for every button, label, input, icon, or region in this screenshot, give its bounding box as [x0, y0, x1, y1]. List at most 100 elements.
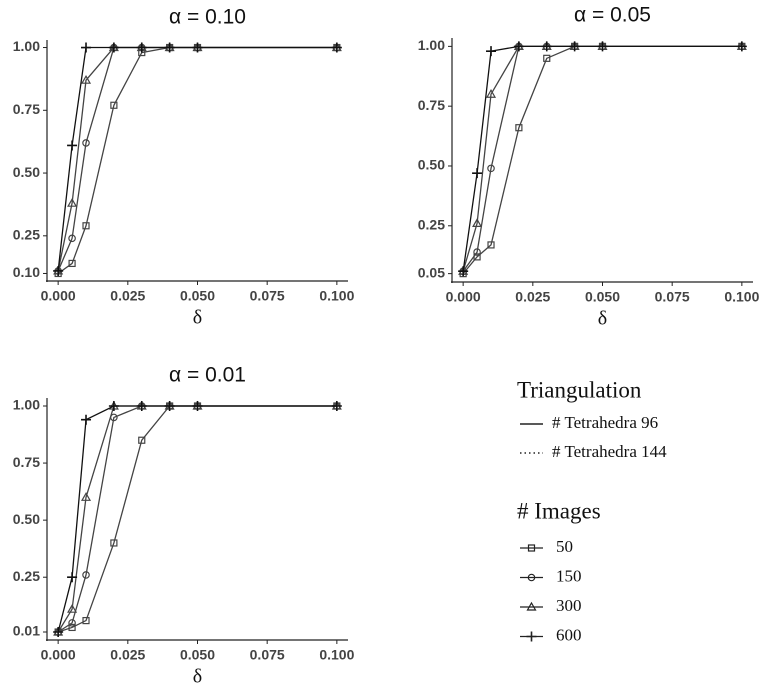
y-tick-label: 1.00	[13, 38, 40, 54]
marker	[138, 436, 146, 444]
y-tick-label: 0.75	[418, 97, 445, 113]
y-tick-label: 0.75	[13, 454, 40, 470]
y-tick-label: 0.75	[13, 101, 40, 117]
chart-title: α = 0.10	[169, 6, 246, 29]
marker	[80, 74, 92, 84]
marker	[136, 42, 147, 53]
y-tick-label: 0.50	[418, 157, 445, 173]
marker	[569, 41, 580, 52]
x-axis-label: δ	[193, 666, 202, 688]
marker	[164, 400, 175, 411]
marker	[526, 631, 537, 642]
x-tick-label: 0.000	[41, 647, 76, 663]
y-tick-label: 0.50	[13, 164, 40, 180]
marker	[541, 41, 552, 52]
x-tick-label: 0.000	[41, 288, 76, 304]
panel: α = 0.10 0.10 0.25 0.50 0.75 1.00 0.000 0.025 0.…	[13, 6, 355, 329]
series-line	[57, 46, 337, 272]
marker	[67, 603, 78, 613]
series-line	[462, 45, 742, 272]
y-tick-label: 0.50	[13, 511, 40, 527]
x-tick-label: 0.025	[515, 289, 550, 305]
series-line	[57, 405, 337, 633]
y-tick-label: 0.05	[418, 264, 445, 280]
legend-label: 50	[556, 537, 573, 556]
marker	[108, 400, 119, 411]
marker	[526, 601, 537, 611]
legend-title: # Images	[517, 498, 601, 523]
series-line	[57, 46, 337, 272]
x-tick-label: 0.100	[319, 647, 354, 663]
x-tick-label: 0.025	[110, 288, 145, 304]
legend-title: Triangulation	[517, 377, 642, 402]
series-line	[57, 405, 337, 633]
marker	[53, 627, 64, 638]
marker	[82, 222, 90, 230]
series-line	[57, 46, 337, 272]
marker	[543, 54, 551, 62]
x-tick-label: 0.075	[250, 288, 285, 304]
marker	[527, 573, 536, 582]
panel: α = 0.01 0.01 0.25 0.50 0.75 1.00 0.000 0.025 0.…	[13, 364, 355, 688]
series-line	[57, 405, 337, 633]
marker	[515, 124, 523, 132]
x-tick-label: 0.100	[724, 289, 759, 305]
marker	[458, 266, 469, 277]
marker	[597, 41, 608, 52]
marker	[331, 400, 342, 411]
marker	[331, 42, 342, 53]
marker	[486, 46, 497, 57]
marker	[80, 492, 92, 501]
panel: α = 0.05 0.05 0.25 0.50 0.75 1.00 0.000 0.025 0.…	[418, 4, 760, 330]
legend: Triangulation # Tetrahedra 96 # Tetrahedra…	[517, 377, 667, 644]
legend-label: 600	[556, 625, 582, 644]
legend-label: 150	[556, 566, 582, 585]
legend-label: # Tetrahedra 96	[552, 413, 658, 432]
marker	[136, 400, 147, 411]
x-tick-label: 0.100	[319, 288, 354, 304]
chart-title: α = 0.05	[574, 4, 651, 27]
y-tick-label: 0.01	[13, 623, 40, 639]
x-axis-label: δ	[193, 307, 202, 329]
marker	[67, 140, 78, 151]
series-line	[462, 45, 742, 275]
series-line	[462, 45, 742, 272]
x-tick-label: 0.075	[250, 647, 285, 663]
legend-label: 300	[556, 596, 582, 615]
marker	[68, 619, 76, 627]
y-tick-label: 1.00	[418, 37, 445, 53]
chart-title: α = 0.01	[169, 364, 246, 387]
marker	[473, 248, 481, 256]
series-line	[57, 46, 337, 274]
y-tick-label: 0.25	[418, 216, 445, 232]
marker	[82, 616, 90, 625]
marker	[487, 164, 495, 173]
y-tick-label: 0.10	[13, 264, 40, 280]
series-line	[462, 45, 742, 272]
marker	[527, 544, 536, 552]
x-tick-label: 0.050	[180, 288, 215, 304]
series-line	[57, 405, 337, 633]
marker	[81, 414, 92, 425]
legend-label: # Tetrahedra 144	[552, 442, 667, 461]
marker	[68, 259, 76, 268]
marker	[485, 89, 497, 98]
marker	[192, 400, 203, 411]
marker	[108, 42, 119, 53]
marker	[513, 41, 524, 52]
x-tick-label: 0.050	[180, 647, 215, 663]
marker	[82, 139, 90, 147]
marker	[67, 197, 78, 207]
marker	[68, 623, 76, 632]
marker	[82, 571, 90, 579]
y-tick-label: 1.00	[13, 397, 40, 413]
marker	[110, 101, 118, 109]
marker	[472, 218, 483, 227]
y-tick-label: 0.25	[13, 568, 40, 584]
x-tick-label: 0.000	[446, 289, 481, 305]
marker	[192, 42, 203, 53]
marker	[68, 234, 76, 243]
marker	[81, 42, 92, 53]
marker	[53, 265, 64, 276]
